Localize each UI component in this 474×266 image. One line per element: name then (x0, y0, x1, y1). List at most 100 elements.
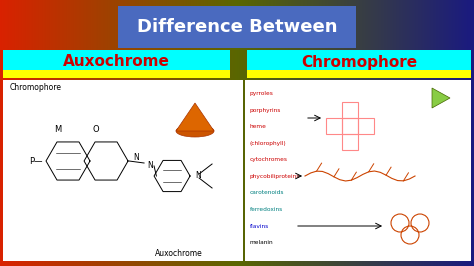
Bar (74, 0, 75, 266)
Bar (35, 0, 36, 266)
Bar (207, 0, 208, 266)
Bar (109, 0, 110, 266)
Bar (433, 0, 434, 266)
Bar (469, 0, 470, 266)
Bar (188, 0, 189, 266)
Bar (149, 0, 150, 266)
Bar (190, 0, 191, 266)
Bar (290, 0, 291, 266)
Bar (269, 0, 270, 266)
Bar (116, 0, 117, 266)
Bar (324, 0, 325, 266)
Bar (473, 0, 474, 266)
Bar (258, 0, 259, 266)
Bar (363, 0, 364, 266)
Bar (322, 0, 323, 266)
Bar (210, 0, 211, 266)
Bar (93, 0, 94, 266)
Bar (88, 0, 89, 266)
Bar (396, 0, 397, 266)
Bar (457, 0, 458, 266)
Bar (283, 0, 284, 266)
Bar (171, 0, 172, 266)
Bar (348, 0, 349, 266)
Bar (165, 0, 166, 266)
Bar (242, 0, 243, 266)
Bar (452, 0, 453, 266)
Bar (3, 70, 230, 78)
Bar (349, 0, 350, 266)
Bar (247, 0, 248, 266)
Bar (148, 0, 149, 266)
Bar (78, 0, 79, 266)
Bar (244, 0, 245, 266)
Bar (365, 0, 366, 266)
Bar (461, 0, 462, 266)
Bar (308, 0, 309, 266)
Bar (91, 0, 92, 266)
Bar (41, 0, 42, 266)
Bar (460, 0, 461, 266)
Bar (229, 0, 230, 266)
Bar (347, 0, 348, 266)
Text: melanin: melanin (250, 240, 273, 245)
Ellipse shape (176, 125, 214, 137)
Bar (203, 0, 204, 266)
Bar (53, 0, 54, 266)
Bar (318, 0, 319, 266)
Bar (103, 0, 104, 266)
Bar (46, 0, 47, 266)
Bar (99, 0, 100, 266)
Bar (380, 0, 381, 266)
Bar (22, 0, 23, 266)
Bar (49, 0, 50, 266)
Text: N: N (133, 153, 139, 163)
Bar (334, 0, 335, 266)
Bar (92, 0, 93, 266)
Bar (183, 0, 184, 266)
Bar (146, 0, 147, 266)
Bar (27, 0, 28, 266)
Bar (315, 0, 316, 266)
Bar (11, 0, 12, 266)
Bar (187, 0, 188, 266)
Bar (408, 0, 409, 266)
Bar (317, 0, 318, 266)
Bar (310, 0, 311, 266)
Bar (335, 0, 336, 266)
Bar (444, 0, 445, 266)
Bar (342, 118, 358, 134)
Text: porphyrins: porphyrins (250, 108, 282, 113)
Bar (16, 0, 17, 266)
Bar (263, 0, 264, 266)
Bar (184, 0, 185, 266)
Bar (250, 0, 251, 266)
Bar (376, 0, 377, 266)
Bar (142, 0, 143, 266)
Bar (249, 0, 250, 266)
Bar (344, 0, 345, 266)
Bar (304, 0, 305, 266)
Bar (391, 0, 392, 266)
Bar (77, 0, 78, 266)
Bar (90, 0, 91, 266)
Bar (294, 0, 295, 266)
Bar (28, 0, 29, 266)
Bar (427, 0, 428, 266)
Bar (371, 0, 372, 266)
Bar (449, 0, 450, 266)
Bar (223, 0, 224, 266)
Bar (24, 0, 25, 266)
Bar (395, 0, 396, 266)
Bar (75, 0, 76, 266)
Bar (23, 0, 24, 266)
Bar (245, 80, 471, 261)
Bar (243, 0, 244, 266)
Bar (119, 0, 120, 266)
Bar (224, 0, 225, 266)
Bar (60, 0, 61, 266)
Bar (204, 0, 205, 266)
Bar (302, 0, 303, 266)
Bar (372, 0, 373, 266)
Bar (424, 0, 425, 266)
